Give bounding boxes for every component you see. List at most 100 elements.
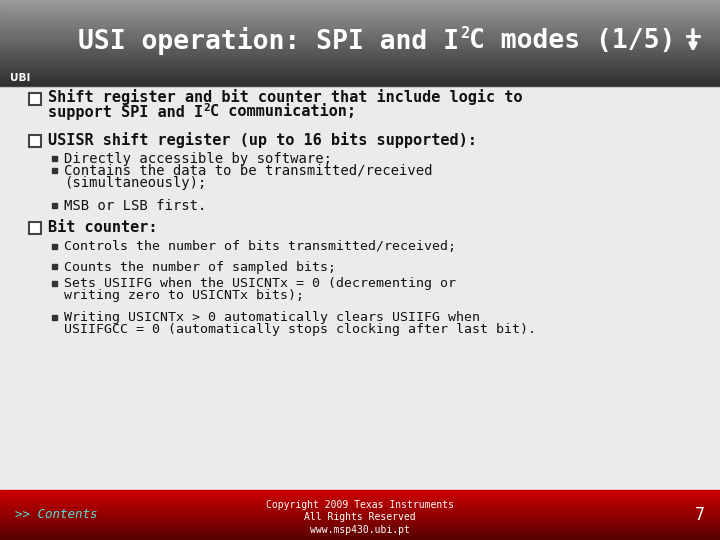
Bar	[0, 523, 720, 525]
Bar	[0, 22, 720, 24]
Text: (simultaneously);: (simultaneously);	[64, 176, 207, 190]
Bar	[0, 68, 720, 69]
Bar	[0, 31, 720, 32]
Bar	[0, 39, 720, 40]
Bar	[52, 280, 57, 286]
Bar	[0, 531, 720, 532]
Bar	[0, 63, 720, 64]
Bar	[0, 46, 720, 48]
Bar	[0, 86, 720, 88]
Bar	[0, 38, 720, 39]
Bar	[0, 54, 720, 56]
Bar	[0, 27, 720, 28]
Bar	[0, 58, 720, 60]
Bar	[0, 537, 720, 539]
Bar	[0, 75, 720, 77]
Bar	[0, 83, 720, 84]
Bar	[0, 12, 720, 13]
Bar	[0, 87, 720, 89]
Bar	[52, 244, 57, 248]
Text: USIIFGCC = 0 (automatically stops clocking after last bit).: USIIFGCC = 0 (automatically stops clocki…	[64, 323, 536, 336]
Bar	[0, 68, 720, 70]
Text: 7: 7	[695, 506, 705, 524]
Text: Controls the number of bits transmitted/received;: Controls the number of bits transmitted/…	[64, 240, 456, 253]
Bar	[0, 515, 720, 516]
Bar	[0, 20, 720, 21]
Bar	[0, 516, 720, 517]
Bar	[0, 55, 720, 56]
Bar	[52, 202, 57, 207]
Bar	[0, 64, 720, 65]
Bar	[0, 538, 720, 540]
Bar	[0, 84, 720, 85]
Bar	[0, 79, 720, 81]
Bar	[0, 88, 720, 490]
Bar	[29, 92, 41, 105]
Text: support SPI and I: support SPI and I	[48, 105, 203, 119]
Bar	[0, 53, 720, 55]
Bar	[0, 25, 720, 26]
Text: 2: 2	[204, 103, 210, 113]
Text: C modes (1/5): C modes (1/5)	[469, 28, 675, 54]
Bar	[0, 48, 720, 49]
Bar	[0, 70, 720, 71]
Bar	[0, 508, 720, 510]
Bar	[0, 73, 720, 75]
Bar	[0, 24, 720, 25]
Bar	[0, 51, 720, 52]
Bar	[0, 521, 720, 523]
Bar	[0, 13, 720, 14]
Bar	[0, 497, 720, 499]
Text: www.msp430.ubi.pt: www.msp430.ubi.pt	[310, 525, 410, 535]
Bar	[29, 221, 41, 233]
Bar	[0, 37, 720, 39]
Bar	[0, 37, 720, 38]
Bar	[0, 30, 720, 32]
Bar	[0, 65, 720, 66]
Bar	[0, 532, 720, 534]
Bar	[0, 80, 720, 82]
Bar	[0, 44, 720, 45]
Bar	[0, 489, 720, 491]
Bar	[52, 264, 57, 268]
Bar	[0, 16, 720, 18]
Bar	[0, 10, 720, 11]
Bar	[0, 496, 720, 497]
Bar	[0, 40, 720, 42]
Bar	[0, 62, 720, 63]
Bar	[0, 77, 720, 78]
Bar	[0, 19, 720, 20]
Bar	[0, 22, 720, 23]
Bar	[0, 4, 720, 5]
Bar	[0, 44, 720, 46]
Bar	[0, 506, 720, 508]
Bar	[0, 59, 720, 60]
Bar	[0, 75, 720, 76]
Bar	[0, 45, 720, 46]
Bar	[0, 510, 720, 511]
Text: Sets USIIFG when the USICNTx = 0 (decrementing or: Sets USIIFG when the USICNTx = 0 (decrem…	[64, 278, 456, 291]
Bar	[0, 69, 720, 70]
Bar	[0, 60, 720, 62]
Bar	[0, 2, 720, 4]
Bar	[0, 534, 720, 535]
Bar	[0, 47, 720, 49]
Bar	[0, 492, 720, 494]
Bar	[0, 9, 720, 11]
Bar	[0, 519, 720, 521]
Bar	[0, 72, 720, 74]
Bar	[0, 35, 720, 36]
Text: Writing USICNTx > 0 automatically clears USIIFG when: Writing USICNTx > 0 automatically clears…	[64, 312, 480, 325]
Bar	[0, 65, 720, 67]
Bar	[0, 51, 720, 53]
Bar	[0, 42, 720, 43]
Text: Shift register and bit counter that include logic to: Shift register and bit counter that incl…	[48, 89, 523, 105]
Bar	[0, 32, 720, 33]
Bar	[0, 500, 720, 501]
Bar	[0, 502, 720, 504]
Bar	[0, 15, 720, 16]
Text: Directly accessible by software;: Directly accessible by software;	[64, 152, 332, 166]
Bar	[0, 526, 720, 528]
Bar	[0, 491, 720, 492]
Bar	[0, 43, 720, 44]
